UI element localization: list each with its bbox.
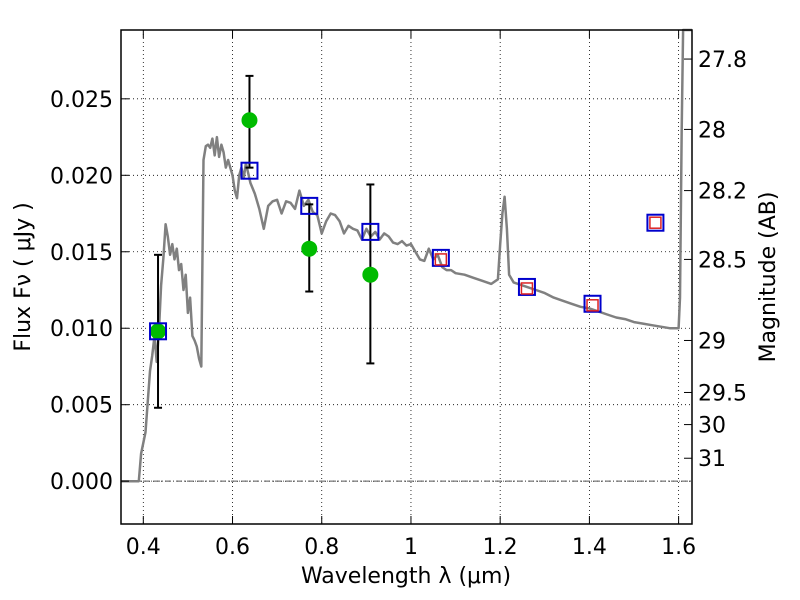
right-tick-label: 28 [698, 118, 726, 143]
right-tick-label: 27.8 [698, 48, 747, 73]
synthetic-flux-square [434, 253, 448, 266]
synthetic-flux-square [586, 299, 599, 312]
right-tick-label: 30 [698, 414, 726, 439]
axis-ticks: 0.4 0.6 0.8 1 1.2 1.4 1.6 0.000 0.005 0.010 0.015 0… [50, 30, 747, 560]
y-tick-label: 0.015 [50, 241, 113, 266]
x-tick-label: 1.4 [572, 535, 607, 560]
right-tick-label: 28.5 [698, 248, 747, 273]
right-tick-label: 31 [698, 447, 726, 472]
model-band-flux-square [300, 196, 319, 215]
model-band-flux-square [240, 161, 259, 180]
model-band-flux-square [431, 248, 450, 267]
y-tick-label: 0.000 [50, 470, 113, 495]
model-band-flux-square [361, 222, 380, 241]
synthetic-flux-square [649, 216, 662, 229]
observed-flux-point [301, 240, 318, 257]
grid-lines [121, 30, 692, 524]
axes-frame [120, 29, 693, 525]
x-tick-label: 1.2 [483, 535, 518, 560]
y-axis-label: Flux Fν ( μJy ) [11, 202, 36, 351]
x-tick-label: 1 [404, 535, 418, 560]
x-tick-label: 0.6 [215, 535, 250, 560]
model-band-flux-square [149, 322, 168, 341]
x-tick-label: 1.6 [661, 535, 696, 560]
observed-flux-point [241, 112, 258, 129]
synthetic-flux-square [520, 282, 534, 295]
model-band-flux-square [517, 277, 536, 296]
right-tick-label: 28.2 [698, 180, 747, 205]
model-band-flux-square [646, 213, 665, 232]
x-tick-label: 0.8 [304, 535, 339, 560]
y-tick-label: 0.020 [50, 164, 113, 189]
right-tick-label: 29.5 [698, 381, 747, 406]
model-band-flux-square [583, 294, 602, 313]
x-axis-label: Wavelength λ (μm) [301, 564, 511, 589]
observed-flux-point [150, 323, 167, 340]
y-tick-label: 0.025 [50, 88, 113, 113]
observed-flux-point [362, 266, 379, 283]
model-spectrum-line [121, 28, 692, 483]
right-tick-label: 29 [698, 329, 726, 354]
plot-area [121, 28, 692, 483]
y-tick-label: 0.005 [50, 394, 113, 419]
y-tick-label: 0.010 [50, 317, 113, 342]
y-axis-right-label: Magnitude (AB) [756, 192, 781, 363]
x-tick-label: 0.4 [126, 535, 161, 560]
